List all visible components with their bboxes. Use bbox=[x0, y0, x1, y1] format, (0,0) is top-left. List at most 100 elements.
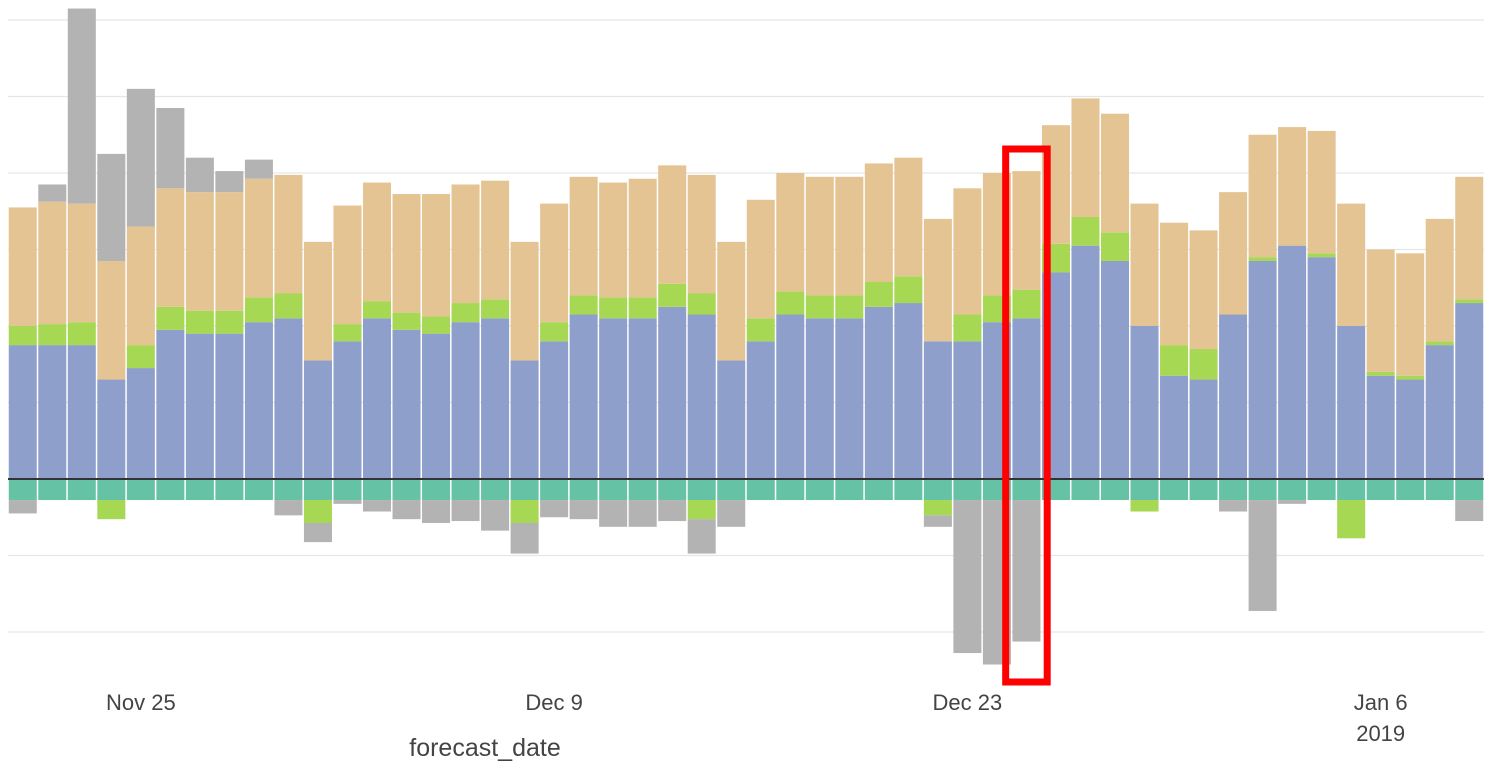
x-tick-label-0: Nov 25 bbox=[106, 690, 176, 715]
bar-upper-3 bbox=[97, 260, 126, 380]
bar-upper-6 bbox=[185, 192, 214, 311]
bar-mid-green-12 bbox=[362, 301, 392, 319]
bar-upper-48 bbox=[1425, 218, 1454, 342]
bar-upper-23 bbox=[687, 174, 716, 294]
bar-upper-38 bbox=[1130, 203, 1159, 326]
bar-base-18 bbox=[540, 341, 569, 479]
bar-neg-teal-16 bbox=[481, 479, 510, 501]
bar-base-0 bbox=[8, 345, 37, 479]
bar-upper-28 bbox=[835, 176, 864, 296]
bar-top-gray-1 bbox=[38, 184, 67, 202]
bar-base-24 bbox=[717, 360, 746, 479]
bar-base-34 bbox=[1012, 318, 1041, 479]
bar-upper-0 bbox=[8, 207, 37, 326]
bar-neg-teal-46 bbox=[1366, 479, 1395, 501]
bar-mid-green-22 bbox=[658, 283, 687, 307]
x-tick-label-2: Dec 23 bbox=[933, 690, 1003, 715]
bar-neg-teal-41 bbox=[1219, 479, 1248, 501]
bar-base-28 bbox=[835, 318, 864, 479]
bar-mid-green-37 bbox=[1100, 232, 1130, 261]
bar-neg-teal-14 bbox=[422, 479, 451, 501]
bar-mid-green-47 bbox=[1396, 375, 1425, 380]
x-tick-labels: Nov 25 Dec 9 Dec 23 Jan 6 2019 bbox=[106, 690, 1408, 746]
bar-mid-green-20 bbox=[599, 297, 628, 319]
bar-neg-teal-34 bbox=[1012, 479, 1041, 501]
bar-top-gray-3 bbox=[97, 153, 126, 261]
bar-neg-green-45 bbox=[1337, 500, 1366, 539]
bar-neg-teal-31 bbox=[923, 479, 952, 501]
bar-neg-teal-24 bbox=[717, 479, 746, 501]
bar-base-15 bbox=[451, 322, 480, 479]
bar-upper-22 bbox=[658, 165, 687, 284]
bar-upper-42 bbox=[1248, 134, 1277, 258]
bar-neg-gray-12 bbox=[362, 500, 392, 512]
bar-neg-teal-11 bbox=[333, 479, 362, 501]
bar-base-44 bbox=[1307, 257, 1336, 479]
bar-upper-14 bbox=[422, 194, 451, 317]
bar-mid-green-14 bbox=[422, 316, 451, 334]
bar-base-27 bbox=[805, 318, 834, 479]
bar-base-26 bbox=[776, 314, 805, 479]
bar-base-2 bbox=[67, 345, 96, 479]
bar-upper-19 bbox=[569, 176, 598, 296]
bar-neg-gray-21 bbox=[628, 500, 657, 527]
bar-upper-1 bbox=[38, 201, 67, 325]
bar-upper-21 bbox=[628, 178, 657, 298]
bar-neg-teal-8 bbox=[244, 479, 273, 501]
bar-neg-teal-3 bbox=[97, 479, 126, 501]
bar-mid-green-34 bbox=[1012, 289, 1041, 319]
bar-base-23 bbox=[687, 314, 716, 479]
bar-upper-43 bbox=[1278, 127, 1307, 246]
bar-mid-green-27 bbox=[805, 295, 834, 319]
bar-neg-teal-19 bbox=[569, 479, 598, 501]
bar-neg-teal-7 bbox=[215, 479, 244, 501]
bar-neg-gray-14 bbox=[422, 500, 451, 523]
bar-neg-teal-42 bbox=[1248, 479, 1277, 501]
bar-base-14 bbox=[422, 333, 451, 479]
bar-top-gray-6 bbox=[185, 157, 214, 193]
bar-neg-teal-38 bbox=[1130, 479, 1159, 501]
bar-base-9 bbox=[274, 318, 303, 479]
bar-top-gray-7 bbox=[215, 171, 244, 193]
bar-upper-11 bbox=[333, 205, 362, 325]
bar-upper-29 bbox=[864, 163, 893, 283]
bars bbox=[8, 8, 1484, 665]
bar-neg-teal-15 bbox=[451, 479, 480, 501]
bar-upper-36 bbox=[1071, 98, 1100, 217]
bar-upper-44 bbox=[1307, 130, 1336, 254]
bar-base-22 bbox=[658, 306, 687, 479]
bar-upper-30 bbox=[894, 157, 923, 277]
bar-base-11 bbox=[333, 341, 362, 479]
bar-mid-green-2 bbox=[67, 322, 96, 346]
bar-neg-gray-34 bbox=[1012, 500, 1041, 642]
bar-neg-teal-48 bbox=[1425, 479, 1454, 501]
bar-neg-teal-0 bbox=[8, 479, 37, 501]
bar-mid-green-29 bbox=[864, 282, 893, 307]
bar-mid-green-13 bbox=[392, 312, 421, 330]
bar-upper-27 bbox=[805, 176, 834, 296]
bar-neg-green-31 bbox=[923, 500, 952, 516]
bar-base-1 bbox=[38, 345, 67, 479]
bar-base-47 bbox=[1396, 379, 1425, 479]
bar-neg-teal-32 bbox=[953, 479, 982, 501]
bar-base-41 bbox=[1219, 314, 1248, 479]
bar-neg-green-23 bbox=[687, 500, 716, 520]
bar-upper-10 bbox=[303, 241, 332, 361]
bar-base-43 bbox=[1278, 245, 1307, 479]
bar-base-31 bbox=[923, 341, 952, 479]
bar-mid-green-25 bbox=[746, 318, 775, 342]
bar-neg-teal-44 bbox=[1307, 479, 1336, 501]
bar-mid-green-49 bbox=[1455, 299, 1484, 304]
bar-neg-green-17 bbox=[510, 500, 539, 523]
bar-mid-green-18 bbox=[540, 322, 569, 342]
bar-mid-green-26 bbox=[776, 291, 805, 315]
bar-mid-green-1 bbox=[38, 324, 67, 346]
bar-base-48 bbox=[1425, 345, 1454, 479]
bar-mid-green-5 bbox=[156, 306, 185, 330]
bar-base-39 bbox=[1160, 375, 1189, 479]
bar-mid-green-42 bbox=[1248, 257, 1277, 261]
bar-mid-green-23 bbox=[687, 293, 716, 315]
bar-base-19 bbox=[569, 314, 598, 479]
bar-upper-31 bbox=[923, 218, 952, 342]
